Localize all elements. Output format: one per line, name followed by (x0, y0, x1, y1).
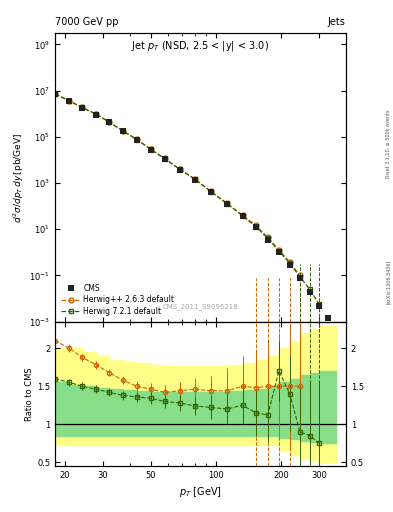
Text: CMS_2011_S9096218: CMS_2011_S9096218 (163, 304, 238, 310)
Text: Jet $p_T$ (NSD, 2.5 < |y| < 3.0): Jet $p_T$ (NSD, 2.5 < |y| < 3.0) (131, 39, 270, 53)
Text: Rivet 3.1.10, ≥ 500k events: Rivet 3.1.10, ≥ 500k events (386, 109, 391, 178)
Text: Jets: Jets (328, 16, 346, 27)
Legend: CMS, Herwig++ 2.6.3 default, Herwig 7.2.1 default: CMS, Herwig++ 2.6.3 default, Herwig 7.2.… (59, 282, 176, 318)
Text: [arXiv:1306.3436]: [arXiv:1306.3436] (386, 260, 391, 304)
Text: 7000 GeV pp: 7000 GeV pp (55, 16, 119, 27)
Y-axis label: $d^2\sigma/dp_T\,dy\,\mathrm{[pb/GeV]}$: $d^2\sigma/dp_T\,dy\,\mathrm{[pb/GeV]}$ (12, 133, 26, 223)
X-axis label: $p_T$ [GeV]: $p_T$ [GeV] (179, 485, 222, 499)
Y-axis label: Ratio to CMS: Ratio to CMS (25, 367, 34, 421)
